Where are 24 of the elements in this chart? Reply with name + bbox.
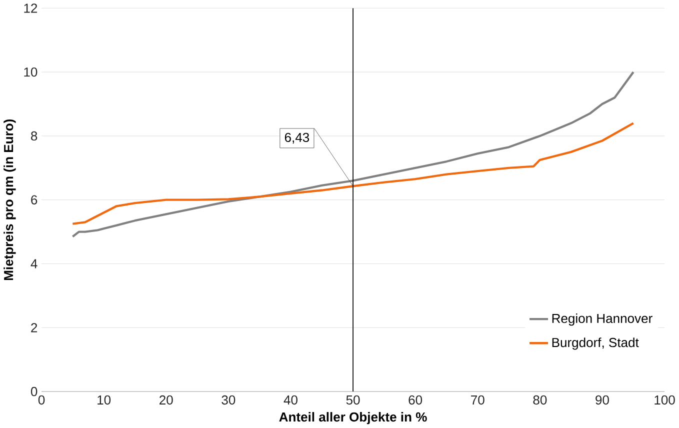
x-tick-label: 50 bbox=[346, 395, 360, 405]
legend-label: Region Hannover bbox=[552, 314, 652, 326]
line-series bbox=[72, 122, 634, 225]
x-tick-label: 20 bbox=[160, 395, 173, 405]
x-tick-label: 100 bbox=[654, 395, 675, 405]
x-axis-title: Anteil aller Objekte in % bbox=[279, 412, 427, 424]
y-tick-label: 0 bbox=[30, 387, 38, 396]
x-tick-label: 10 bbox=[98, 395, 111, 405]
x-tick-label: 30 bbox=[222, 395, 236, 405]
annotation: 6,43 bbox=[284, 132, 310, 144]
x-tick-label: 60 bbox=[408, 395, 422, 405]
y-tick-label: 2 bbox=[31, 323, 38, 332]
x-tick-label: 90 bbox=[596, 395, 609, 405]
x-tick-label: 0 bbox=[38, 395, 45, 405]
y-tick-label: 4 bbox=[30, 259, 38, 268]
x-tick-label: 70 bbox=[471, 395, 484, 405]
x-tick-label: 80 bbox=[533, 395, 547, 405]
y-tick-label: 6 bbox=[31, 195, 38, 205]
y-tick-label: 8 bbox=[31, 131, 38, 141]
y-axis-title: Mietpreis pro qm (in Euro) bbox=[4, 120, 16, 280]
x-tick-label: 40 bbox=[284, 395, 298, 405]
legend-label: Burgdorf, Stadt bbox=[552, 338, 639, 350]
y-tick-label: 12 bbox=[24, 4, 38, 13]
y-tick-label: 10 bbox=[24, 68, 38, 77]
